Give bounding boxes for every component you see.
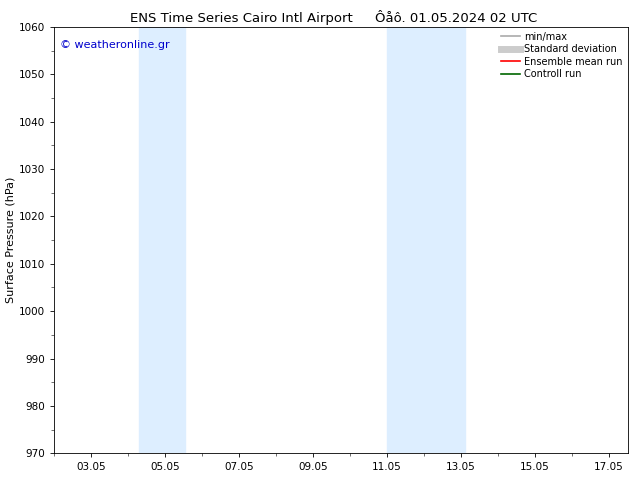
Text: ENS Time Series Cairo Intl Airport: ENS Time Series Cairo Intl Airport — [129, 12, 353, 25]
Text: © weatheronline.gr: © weatheronline.gr — [60, 40, 169, 50]
Legend: min/max, Standard deviation, Ensemble mean run, Controll run: min/max, Standard deviation, Ensemble me… — [499, 30, 624, 81]
Text: Ôåô. 01.05.2024 02 UTC: Ôåô. 01.05.2024 02 UTC — [375, 12, 538, 25]
Y-axis label: Surface Pressure (hPa): Surface Pressure (hPa) — [6, 177, 16, 303]
Bar — [139, 27, 185, 453]
Bar — [387, 27, 465, 453]
